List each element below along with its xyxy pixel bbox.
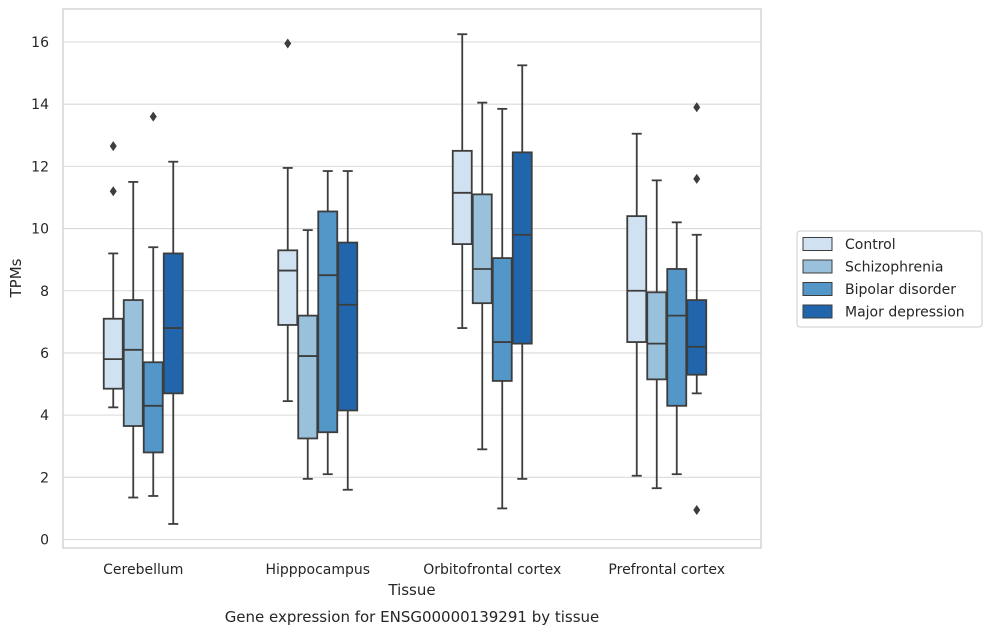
box-iqr [297, 314, 319, 440]
legend-swatch [802, 237, 833, 251]
y-tick-label: 14 [31, 97, 49, 113]
x-tick-label: Orbitofrontal cortex [423, 562, 561, 578]
box-iqr [337, 241, 359, 412]
legend-swatch [802, 259, 833, 274]
box-major-depression [337, 170, 359, 491]
box-iqr [666, 268, 688, 407]
box-schizophrenia [122, 181, 144, 499]
y-tick-label: 16 [31, 35, 49, 51]
box-bipolar-disorder [317, 170, 339, 476]
box-iqr [511, 151, 533, 345]
box-control [451, 33, 473, 329]
box-iqr [102, 317, 124, 390]
y-axis-label: TPMs [7, 258, 25, 298]
x-tick-label: Cerebellum [103, 562, 183, 578]
box-iqr [626, 215, 648, 343]
box-major-depression [162, 160, 184, 525]
box-iqr [122, 299, 144, 427]
y-tick-labels: 0 2 4 6 8 10 12 14 16 [31, 35, 49, 549]
x-axis-label: Tissue [387, 581, 435, 599]
box-iqr [317, 210, 339, 434]
y-tick-label: 10 [31, 222, 49, 238]
box-schizophrenia [297, 229, 319, 480]
legend-label: Major depression [845, 305, 965, 321]
outlier-point [693, 102, 701, 113]
box-iqr [491, 257, 513, 382]
y-tick-label: 6 [40, 346, 49, 362]
box-bipolar-disorder [491, 107, 513, 510]
outlier-point [149, 111, 157, 122]
y-tick-label: 2 [40, 470, 49, 486]
plot-frame [62, 8, 762, 549]
x-tick-labels: Cerebellum Hipppocampus Orbitofrontal cort… [103, 562, 725, 578]
box-control [626, 132, 648, 477]
legend-frame [796, 230, 983, 328]
box-control [102, 141, 124, 409]
box-iqr [142, 361, 164, 454]
legend-label: Bipolar disorder [845, 282, 956, 298]
box-major-depression [511, 64, 533, 480]
outlier-point [693, 504, 701, 515]
y-tick-label: 12 [31, 159, 49, 175]
box-iqr [646, 291, 668, 381]
legend-swatch [802, 282, 833, 296]
box-iqr [471, 193, 493, 305]
legend: Control Schizophrenia Bipolar disorder Majo… [796, 230, 983, 328]
y-tick-label: 4 [40, 408, 49, 424]
box-schizophrenia [471, 101, 493, 451]
box-bipolar-disorder [142, 111, 164, 497]
y-tick-label: 0 [40, 533, 49, 549]
legend-label: Schizophrenia [845, 260, 943, 276]
legend-label: Control [845, 237, 896, 253]
outlier-point [109, 141, 117, 152]
box-layer [102, 33, 708, 525]
box-iqr [686, 299, 708, 376]
box-iqr [277, 249, 299, 326]
outlier-point [109, 186, 117, 197]
box-major-depression [686, 102, 708, 515]
x-tick-label: Prefrontal cortex [608, 562, 725, 578]
box-bipolar-disorder [666, 221, 688, 476]
box-schizophrenia [646, 179, 668, 490]
outlier-point [284, 38, 292, 49]
legend-swatch [802, 304, 833, 319]
x-tick-label: Hipppocampus [265, 562, 370, 578]
box-iqr [451, 149, 473, 246]
y-tick-label: 8 [40, 284, 49, 300]
box-control [277, 38, 299, 403]
chart-caption: Gene expression for ENSG00000139291 by t… [225, 608, 600, 626]
box-iqr [162, 252, 184, 395]
outlier-point [693, 173, 701, 184]
